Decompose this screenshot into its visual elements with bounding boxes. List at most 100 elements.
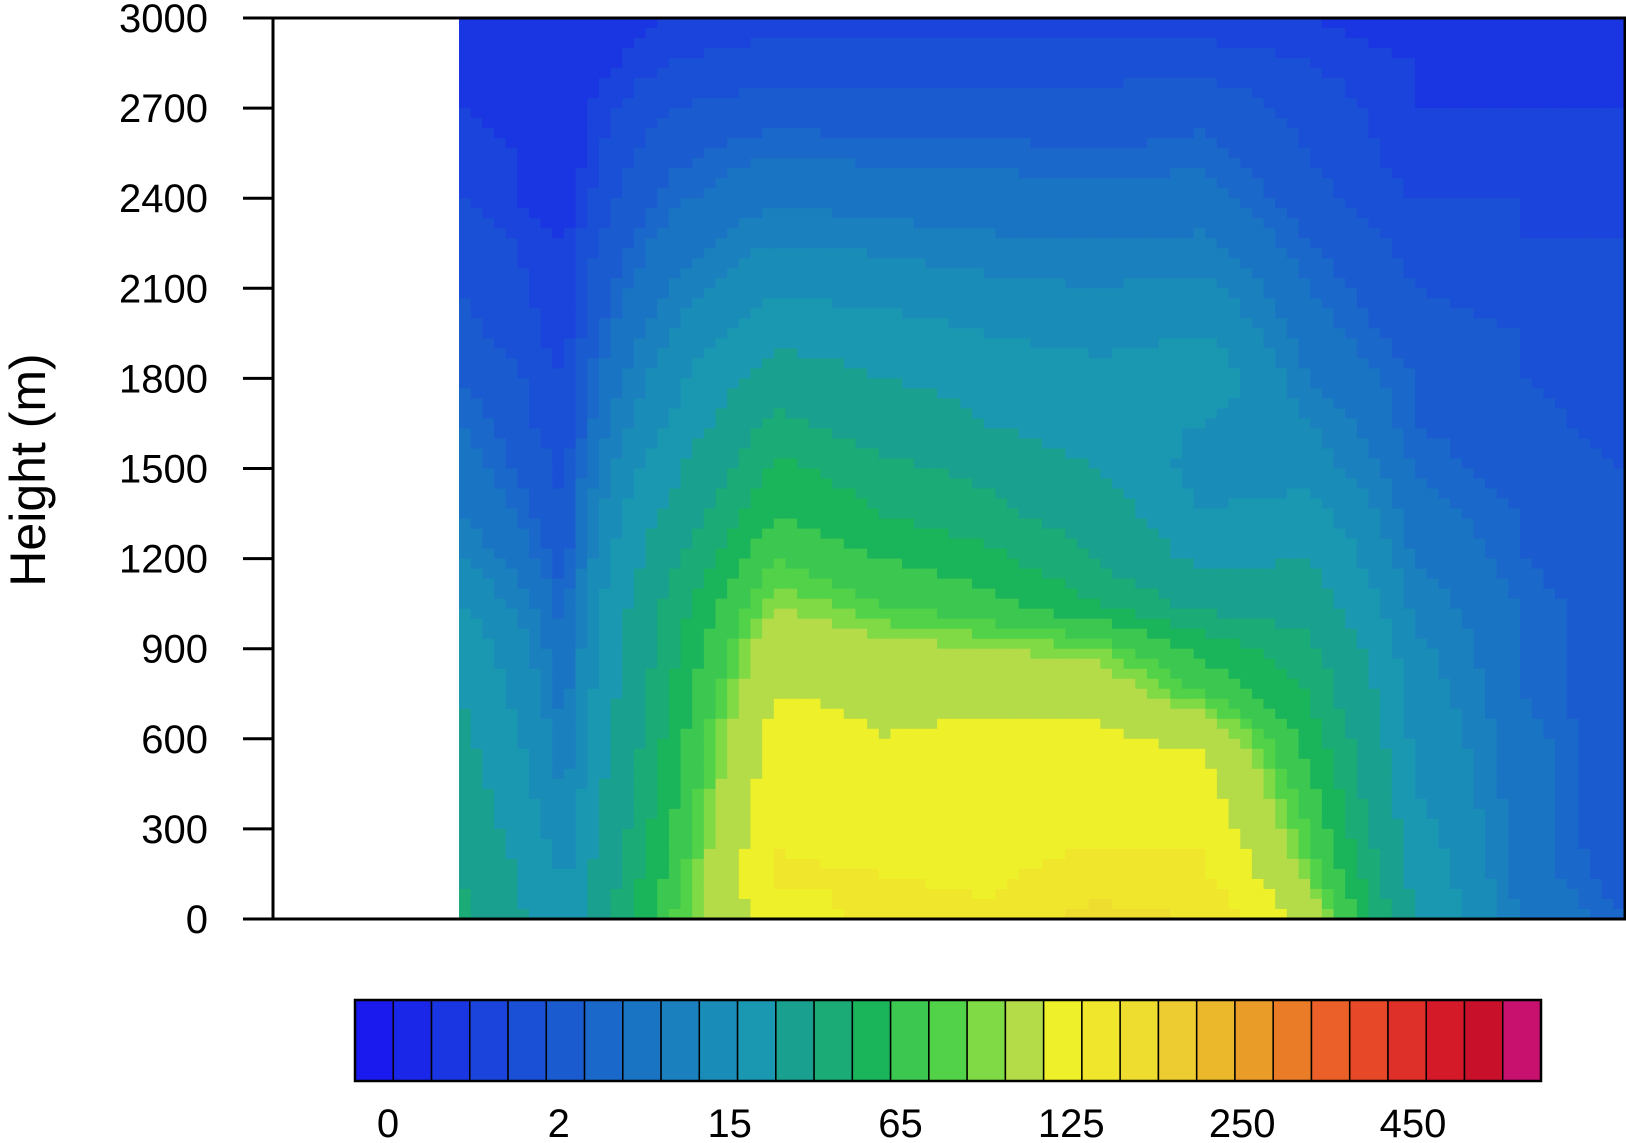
heatmap-cell <box>528 328 542 339</box>
heatmap-cell <box>1473 138 1486 149</box>
heatmap-cell <box>482 448 495 460</box>
heatmap-cell <box>1146 138 1160 149</box>
heatmap-cell <box>1181 428 1195 440</box>
heatmap-cell <box>1543 508 1556 520</box>
heatmap-cell <box>1333 478 1346 490</box>
heatmap-cell <box>1438 248 1451 259</box>
heatmap-cell <box>1240 508 1253 520</box>
heatmap-cell <box>808 118 822 129</box>
heatmap-cell <box>913 348 926 359</box>
heatmap-cell <box>1181 238 1195 249</box>
heatmap-cell <box>552 358 565 369</box>
heatmap-cell <box>610 338 623 349</box>
heatmap-cell <box>1251 288 1265 299</box>
heatmap-cell <box>598 508 612 520</box>
heatmap-cell <box>552 38 565 49</box>
heatmap-cell <box>715 388 728 400</box>
heatmap-cell <box>1135 208 1148 219</box>
heatmap-cell <box>785 68 798 79</box>
heatmap-cell <box>843 58 857 69</box>
heatmap-cell <box>1251 168 1265 179</box>
heatmap-cell <box>1123 418 1136 430</box>
heatmap-cell <box>680 458 693 470</box>
heatmap-cell <box>960 358 973 369</box>
heatmap-cell <box>1240 58 1253 69</box>
heatmap-cell <box>587 458 600 470</box>
heatmap-cell <box>1298 348 1311 359</box>
heatmap-cell <box>1543 138 1556 149</box>
heatmap-cell <box>528 448 542 460</box>
heatmap-cell <box>1216 458 1230 470</box>
heatmap-cell <box>1601 238 1614 249</box>
heatmap-cell <box>1065 258 1078 269</box>
heatmap-cell <box>902 438 915 450</box>
heatmap-cell <box>1461 338 1475 349</box>
heatmap-cell <box>1030 78 1043 89</box>
heatmap-cell <box>1065 288 1078 299</box>
heatmap-cell <box>482 498 495 510</box>
heatmap-cell <box>890 178 903 189</box>
heatmap-cell <box>1613 428 1625 440</box>
heatmap-cell <box>843 408 857 420</box>
heatmap-cell <box>1333 368 1346 379</box>
heatmap-cell <box>1065 278 1078 289</box>
heatmap-cell <box>1018 218 1031 229</box>
heatmap-cell <box>1578 458 1591 470</box>
heatmap-cell <box>820 338 833 349</box>
heatmap-cell <box>645 108 658 119</box>
heatmap-cell <box>657 18 670 29</box>
heatmap-cell <box>785 128 798 139</box>
heatmap-cell <box>1531 348 1544 359</box>
heatmap-cell <box>1170 498 1183 510</box>
heatmap-cell <box>1228 358 1241 369</box>
heatmap-cell <box>1601 98 1614 109</box>
heatmap-cell <box>1496 448 1509 460</box>
heatmap-cell <box>983 478 996 490</box>
heatmap-cell <box>1485 408 1498 420</box>
heatmap-cell <box>622 458 635 470</box>
heatmap-cell <box>1088 418 1101 430</box>
heatmap-cell <box>937 378 950 390</box>
heatmap-cell <box>1345 258 1358 269</box>
heatmap-cell <box>1146 478 1160 490</box>
heatmap-cell <box>890 298 903 309</box>
heatmap-cell <box>692 78 705 89</box>
heatmap-cell <box>972 508 985 520</box>
heatmap-cell <box>517 48 530 59</box>
heatmap-cell <box>1333 398 1346 410</box>
heatmap-cell <box>843 448 857 460</box>
heatmap-cell <box>1251 458 1265 470</box>
heatmap-cell <box>1485 328 1498 339</box>
heatmap-cell <box>1321 348 1335 359</box>
heatmap-cell <box>1450 128 1463 139</box>
heatmap-cell <box>948 18 961 29</box>
heatmap-cell <box>808 228 822 239</box>
heatmap-cell <box>1111 58 1125 69</box>
heatmap-cell <box>1520 258 1533 269</box>
heatmap-cell <box>1088 258 1101 269</box>
heatmap-cell <box>633 108 647 119</box>
heatmap-cell <box>470 18 483 29</box>
heatmap-cell <box>645 218 658 229</box>
heatmap-cell <box>1263 348 1276 359</box>
heatmap-cell <box>1333 118 1346 129</box>
heatmap-cell <box>493 408 507 420</box>
heatmap-cell <box>633 488 647 500</box>
heatmap-cell <box>1578 28 1591 39</box>
heatmap-cell <box>645 78 658 89</box>
heatmap-cell <box>680 298 693 309</box>
heatmap-cell <box>1030 348 1043 359</box>
heatmap-cell <box>925 468 938 480</box>
heatmap-cell <box>1030 308 1043 319</box>
heatmap-cell <box>1380 188 1393 199</box>
heatmap-cell <box>867 138 880 149</box>
heatmap-cell <box>482 148 495 159</box>
heatmap-cell <box>855 458 868 470</box>
heatmap-cell <box>1240 178 1253 189</box>
heatmap-cell <box>1310 508 1323 520</box>
heatmap-cell <box>1531 188 1544 199</box>
heatmap-cell <box>1508 398 1521 410</box>
heatmap-cell <box>517 408 530 420</box>
heatmap-cell <box>1333 498 1346 510</box>
heatmap-cell <box>902 128 915 139</box>
